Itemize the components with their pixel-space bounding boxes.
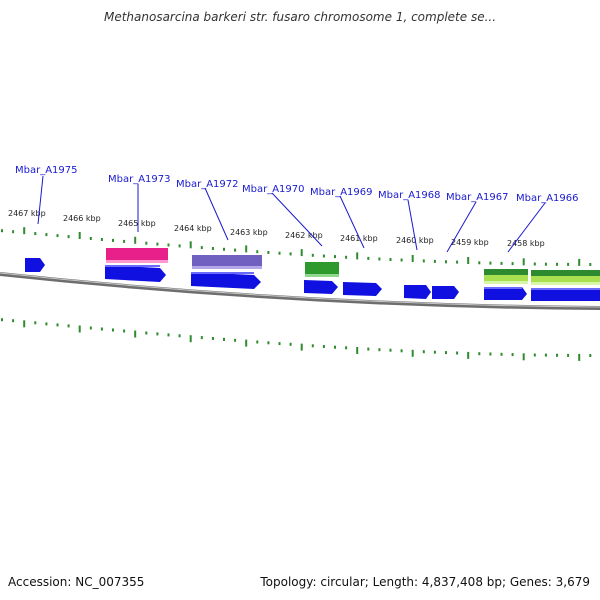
gene-label-a1973[interactable]: Mbar_A1973: [108, 174, 171, 185]
feature-bar-lime-right[interactable]: [531, 276, 600, 282]
kbp-label-2458: 2458 kbp: [507, 239, 545, 248]
kbp-label-2462: 2462 kbp: [285, 231, 323, 240]
cds-arrows: [25, 258, 600, 301]
cds-arrow-a1968b[interactable]: [432, 286, 459, 299]
gene-leader-lines: [37, 175, 546, 253]
cds-arrow-a1975[interactable]: [25, 258, 45, 272]
feature-bar-pink[interactable]: [106, 248, 168, 261]
kbp-label-2461: 2461 kbp: [340, 234, 378, 243]
leader-line-a1975: [37, 175, 44, 225]
cds-highlight-a1973: [105, 265, 160, 267]
feature-bar-lime-left[interactable]: [484, 275, 528, 281]
leader-line-a1970: [271, 192, 323, 247]
cds-highlight-a1972: [191, 272, 254, 274]
map-title: Methanosarcina barkeri str. fusaro chrom…: [103, 10, 497, 24]
cds-arrow-a1970[interactable]: [304, 280, 338, 294]
lower-tick-track: [1, 318, 592, 361]
gene-label-a1972[interactable]: Mbar_A1972: [176, 179, 239, 190]
cds-arrow-a1969[interactable]: [343, 282, 382, 296]
feature-bar-pink-edge: [106, 260, 168, 263]
cds-arrow-a1966[interactable]: [531, 288, 600, 301]
feature-bar-green-right[interactable]: [531, 270, 600, 276]
upper-tick-track: [1, 227, 592, 266]
feature-bar-green-left[interactable]: [484, 269, 528, 275]
cds-arrow-a1968[interactable]: [404, 285, 431, 299]
kbp-label-2459: 2459 kbp: [451, 238, 489, 247]
feature-bar-green-edge: [305, 274, 339, 277]
feature-bar-green[interactable]: [305, 262, 339, 275]
leader-line-a1972: [204, 187, 229, 241]
gene-label-a1966[interactable]: Mbar_A1966: [516, 193, 579, 204]
kbp-label-2463: 2463 kbp: [230, 228, 268, 237]
cds-highlight-a1967: [484, 287, 522, 289]
chromosome-backbone-highlight: [0, 272, 600, 308]
kbp-label-2466: 2466 kbp: [63, 214, 101, 223]
kbp-labels: 2467 kbp 2466 kbp 2465 kbp 2464 kbp 2463…: [8, 209, 545, 248]
leader-line-a1967: [446, 201, 477, 253]
accession-text: Accession: NC_007355: [8, 575, 145, 589]
kbp-label-2464: 2464 kbp: [174, 224, 212, 233]
genome-summary-text: Topology: circular; Length: 4,837,408 bp…: [260, 575, 590, 589]
feature-bar-lime-right-edge: [531, 282, 600, 285]
leader-line-a1969: [339, 195, 365, 249]
feature-bar-lime-left-edge: [484, 281, 528, 284]
kbp-label-2465: 2465 kbp: [118, 219, 156, 228]
gene-label-a1967[interactable]: Mbar_A1967: [446, 192, 509, 203]
chromosome-backbone: [0, 272, 600, 310]
cds-arrow-a1973[interactable]: [105, 265, 166, 282]
gene-labels: Mbar_A1975 Mbar_A1973 Mbar_A1972 Mbar_A1…: [15, 165, 579, 204]
feature-bars: [106, 248, 600, 285]
feature-bar-purple[interactable]: [192, 255, 262, 267]
kbp-label-2467: 2467 kbp: [8, 209, 46, 218]
gene-label-a1968[interactable]: Mbar_A1968: [378, 190, 441, 201]
feature-bar-purple-edge: [192, 266, 262, 269]
gene-label-a1970[interactable]: Mbar_A1970: [242, 184, 305, 195]
gene-label-a1969[interactable]: Mbar_A1969: [310, 187, 373, 198]
cds-arrow-highlights: [105, 265, 600, 290]
cds-arrow-a1967[interactable]: [484, 287, 527, 300]
gene-label-a1975[interactable]: Mbar_A1975: [15, 165, 78, 176]
leader-line-a1966: [507, 202, 546, 253]
cds-arrow-a1972[interactable]: [191, 272, 261, 289]
leader-line-a1968: [407, 199, 418, 251]
cds-highlight-a1966: [531, 288, 600, 290]
